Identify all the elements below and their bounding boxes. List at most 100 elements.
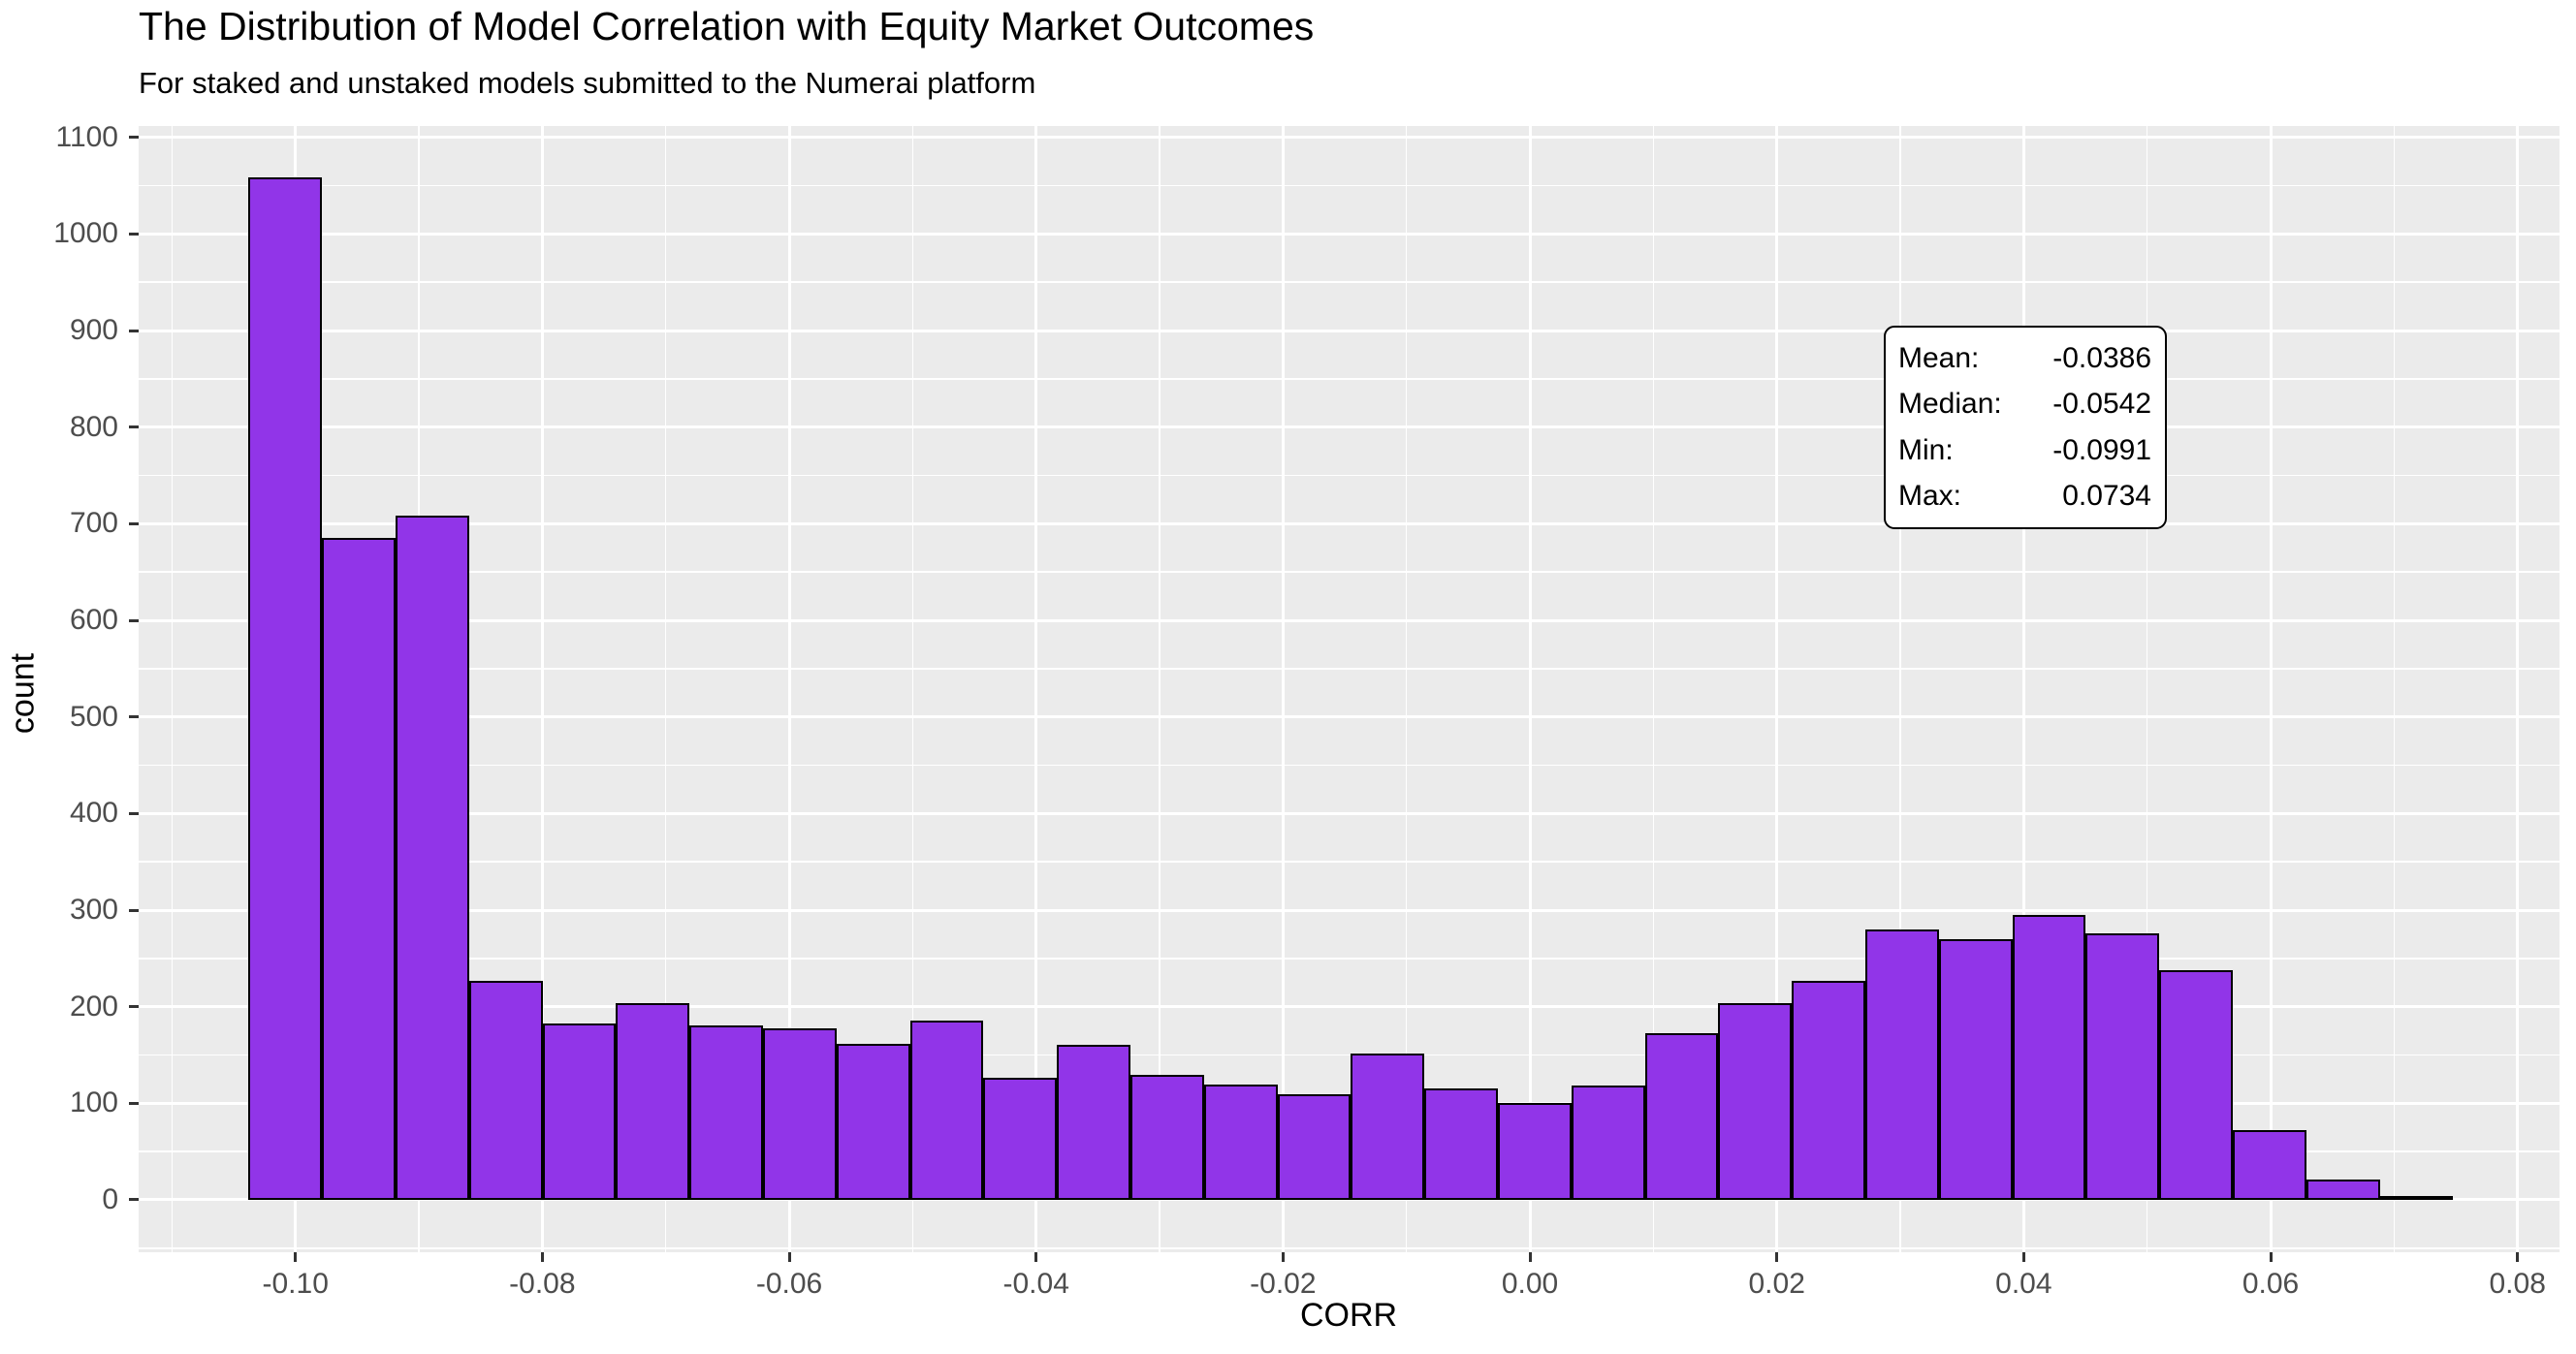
x-major-gridline [2269, 126, 2273, 1252]
y-tick-mark [129, 521, 139, 525]
y-tick-label: 0 [102, 1182, 118, 1215]
y-tick-mark [129, 908, 139, 912]
y-major-gridline [139, 521, 2560, 525]
stat-value: -0.0991 [2052, 433, 2151, 466]
y-major-gridline [139, 618, 2560, 622]
y-major-gridline [139, 232, 2560, 236]
x-major-gridline [1281, 126, 1285, 1252]
y-axis-title: count [4, 652, 42, 735]
y-major-gridline [139, 1005, 2560, 1009]
y-major-gridline [139, 908, 2560, 912]
y-tick-mark [129, 232, 139, 236]
x-tick-label: 0.04 [1995, 1268, 2052, 1300]
stat-row-max: Max: 0.0734 [1898, 475, 2151, 518]
y-tick-label: 800 [69, 410, 118, 443]
histogram-bar [1644, 1032, 1719, 1200]
y-major-gridline [139, 715, 2560, 719]
histogram-bar [248, 176, 323, 1200]
x-minor-gridline [1652, 126, 1655, 1252]
stat-value: 0.0734 [2062, 480, 2151, 513]
y-minor-gridline [139, 958, 2560, 960]
y-tick-mark [129, 715, 139, 719]
histogram-bar [2379, 1195, 2454, 1200]
x-major-gridline [2021, 126, 2025, 1252]
x-major-gridline [2516, 126, 2520, 1252]
y-tick-mark [129, 618, 139, 622]
x-tick-mark [1034, 1252, 1038, 1262]
x-major-gridline [1528, 126, 1532, 1252]
y-minor-gridline [139, 861, 2560, 863]
x-tick-mark [1528, 1252, 1532, 1262]
x-axis-title: CORR [1299, 1297, 1398, 1334]
x-minor-gridline [1405, 126, 1408, 1252]
histogram-bar [2085, 932, 2160, 1200]
x-tick-label: -0.08 [509, 1268, 576, 1300]
histogram-bar [1718, 1002, 1793, 1200]
y-minor-gridline [139, 764, 2560, 767]
x-tick-label: -0.06 [755, 1268, 823, 1300]
x-tick-label: 0.00 [1501, 1268, 1559, 1300]
stat-row-min: Min: -0.0991 [1898, 429, 2151, 472]
y-minor-gridline [139, 1054, 2560, 1056]
histogram-bar [836, 1043, 910, 1200]
x-tick-mark [2269, 1252, 2273, 1262]
histogram-bar [1424, 1088, 1498, 1200]
x-minor-gridline [911, 126, 914, 1252]
y-tick-mark [129, 329, 139, 332]
histogram-bar [616, 1002, 690, 1200]
y-tick-mark [129, 1005, 139, 1009]
y-minor-gridline [139, 474, 2560, 477]
x-tick-label: 0.02 [1748, 1268, 1805, 1300]
histogram-bar [1571, 1086, 1645, 1200]
x-minor-gridline [1899, 126, 1901, 1252]
histogram-bar [1938, 938, 2013, 1200]
x-tick-mark [540, 1252, 544, 1262]
stat-row-mean: Mean: -0.0386 [1898, 337, 2151, 380]
stat-label: Min: [1898, 433, 1954, 466]
stat-label: Median: [1898, 388, 2002, 421]
histogram-bar [1864, 929, 1939, 1200]
stat-value: -0.0542 [2052, 388, 2151, 421]
histogram-bar [689, 1024, 763, 1200]
histogram-bar [2232, 1130, 2306, 1200]
histogram-bar [395, 516, 469, 1200]
histogram-bar [468, 980, 543, 1200]
histogram-bar [762, 1027, 837, 1200]
plot-panel [139, 126, 2560, 1252]
y-tick-label: 600 [69, 604, 118, 637]
y-minor-gridline [139, 571, 2560, 573]
y-major-gridline [139, 811, 2560, 815]
histogram-bar [1351, 1053, 1425, 1200]
y-tick-label: 700 [69, 507, 118, 540]
y-major-gridline [139, 425, 2560, 429]
x-minor-gridline [171, 126, 174, 1252]
x-tick-mark [2021, 1252, 2025, 1262]
histogram-bar [1203, 1085, 1278, 1200]
histogram-bar [2012, 914, 2086, 1200]
x-minor-gridline [664, 126, 667, 1252]
x-tick-label: -0.02 [1250, 1268, 1317, 1300]
x-major-gridline [540, 126, 544, 1252]
y-tick-label: 400 [69, 797, 118, 830]
x-minor-gridline [2393, 126, 2396, 1252]
y-minor-gridline [139, 184, 2560, 187]
x-tick-label: -0.10 [262, 1268, 329, 1300]
y-major-gridline [139, 1198, 2560, 1202]
y-tick-mark [129, 136, 139, 140]
y-tick-mark [129, 1101, 139, 1105]
histogram-bar [542, 1023, 617, 1200]
histogram-bar [2306, 1180, 2380, 1200]
x-tick-label: -0.04 [1002, 1268, 1069, 1300]
x-tick-mark [787, 1252, 791, 1262]
y-tick-mark [129, 1198, 139, 1202]
y-major-gridline [139, 329, 2560, 332]
y-minor-gridline [139, 668, 2560, 670]
histogram-bar [909, 1020, 984, 1200]
y-minor-gridline [139, 378, 2560, 380]
histogram-bar [322, 538, 396, 1200]
y-tick-mark [129, 425, 139, 429]
y-minor-gridline [139, 1247, 2560, 1249]
x-major-gridline [1775, 126, 1779, 1252]
y-tick-label: 1000 [53, 217, 118, 250]
